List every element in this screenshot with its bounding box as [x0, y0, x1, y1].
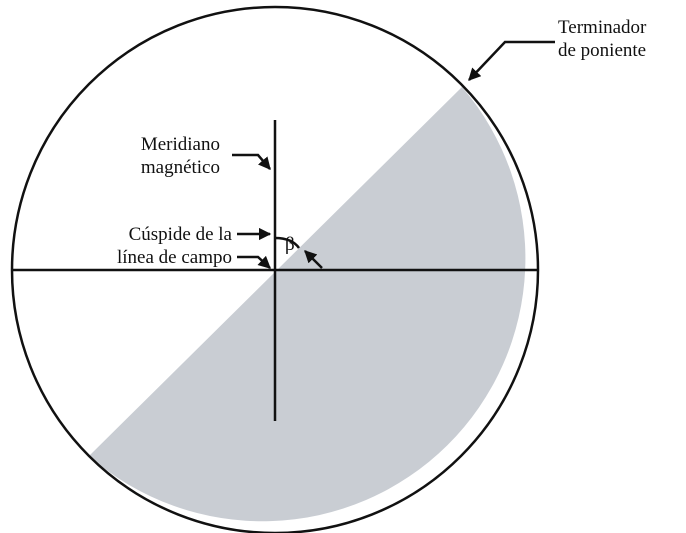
label: línea de campo [117, 247, 232, 268]
arrow [304, 250, 323, 269]
arrow [237, 255, 271, 269]
shaded-half [89, 87, 526, 522]
label: Cúspide de la [129, 224, 233, 245]
angle-label: β [285, 234, 295, 255]
label: magnético [141, 157, 220, 178]
arrow [232, 153, 271, 170]
label: de poniente [558, 40, 646, 61]
arrow [468, 40, 555, 81]
angle-arc [274, 236, 301, 249]
label: Terminador [558, 17, 647, 38]
label: Meridiano [141, 134, 220, 155]
